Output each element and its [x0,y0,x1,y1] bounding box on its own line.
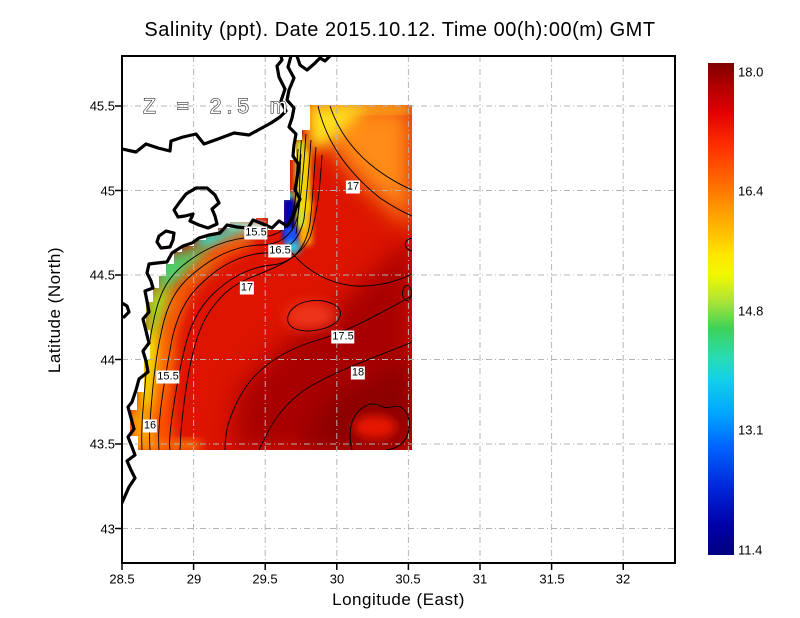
contour-label: 17 [345,180,361,194]
colorbar-tick-label: 16.4 [738,183,764,199]
axis-tick-marks [115,105,624,570]
x-tick-label: 31 [472,571,488,587]
contour-label: 16 [142,419,158,433]
contour-label: 16.5 [268,244,292,258]
colorbar [708,63,734,555]
chart-title: Salinity (ppt). Date 2015.10.12. Time 00… [144,19,656,41]
contour-lines [141,105,412,450]
depth-annotation: Z = 2.5 m [143,95,292,118]
x-tick-label: 29.5 [252,571,278,587]
x-axis-label: Longitude (East) [332,590,465,609]
colorbar-tick-label: 11.4 [738,542,763,558]
x-tick-label: 30 [329,571,345,587]
x-tick-label: 32 [615,571,631,587]
y-tick-label: 44.5 [89,267,115,283]
contour-label: 15.5 [156,370,180,384]
contour-label: 18 [350,366,366,380]
colorbar-tick-label: 13.1 [738,422,764,438]
gridlines [122,56,675,563]
contour-label: 17.5 [331,330,355,344]
colorbar-tick-label: 18.0 [738,64,764,80]
y-tick-label: 43.5 [89,436,115,452]
colorbar-tick-label: 14.8 [738,303,764,319]
y-tick-label: 45 [100,183,115,199]
y-tick-label: 44 [100,352,115,368]
contour-label: 17 [239,281,255,295]
x-tick-label: 28.5 [109,571,135,587]
coastline [122,56,332,508]
x-tick-label: 29 [186,571,202,587]
x-tick-label: 30.5 [395,571,421,587]
y-tick-label: 43 [100,521,115,537]
y-tick-label: 45.5 [89,98,115,114]
contour-label: 15.5 [244,226,268,240]
plot-frame [121,55,676,564]
x-tick-label: 31.5 [539,571,565,587]
